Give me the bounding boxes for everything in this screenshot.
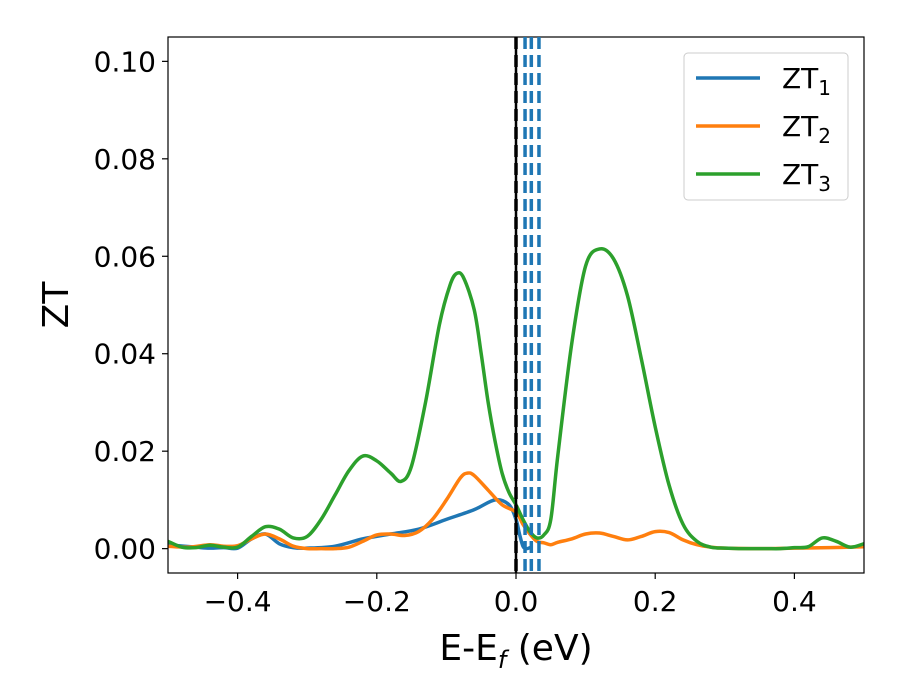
x-axis: −0.4 −0.2 0.0 0.2 0.4 — [204, 573, 817, 618]
y-tick-label: 0.06 — [94, 240, 156, 273]
x-tick-label: −0.2 — [343, 585, 411, 618]
legend-label-zt1: ZT1 — [782, 62, 831, 100]
legend-label-zt2: ZT2 — [782, 110, 831, 148]
y-axis-title: ZT — [36, 281, 77, 329]
x-tick-label: 0.2 — [633, 585, 678, 618]
x-axis-title-main: E-E — [439, 628, 497, 669]
legend-label-zt3: ZT3 — [782, 158, 831, 196]
vertical-markers — [514, 37, 541, 573]
legend: ZT1 ZT2 ZT3 — [683, 52, 849, 201]
x-tick-label: −0.4 — [204, 585, 272, 618]
series-line-zt2 — [168, 471, 864, 551]
x-axis-title-unit: (eV) — [506, 628, 592, 669]
y-tick-label: 0.02 — [94, 435, 156, 468]
series-line-zt3 — [168, 246, 864, 551]
y-tick-label: 0.04 — [94, 338, 156, 371]
y-tick-label: 0.00 — [94, 533, 156, 566]
y-axis: 0.00 0.02 0.04 0.06 0.08 0.10 — [94, 45, 168, 566]
y-tick-label: 0.08 — [94, 143, 156, 176]
legend-frame — [683, 52, 849, 201]
x-axis-title: E-Ef (eV) — [439, 628, 592, 674]
y-tick-label: 0.10 — [94, 45, 156, 78]
x-tick-label: 0.0 — [494, 585, 539, 618]
x-tick-label: 0.4 — [772, 585, 817, 618]
